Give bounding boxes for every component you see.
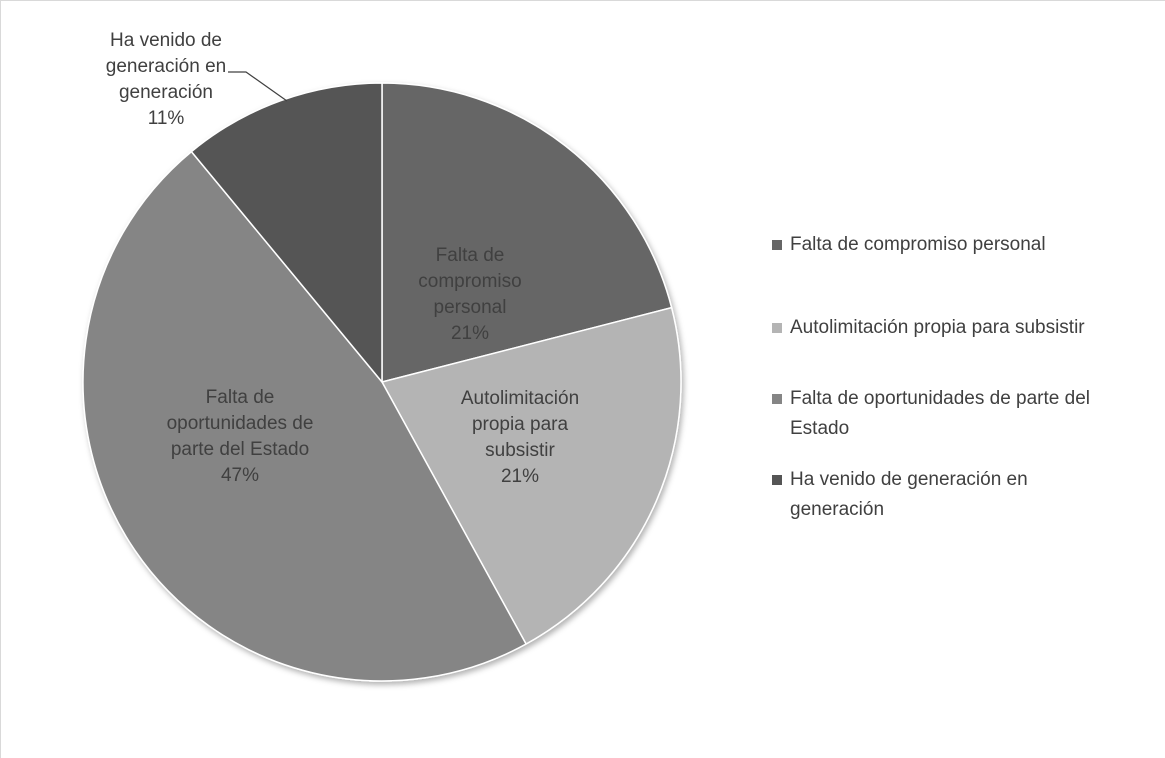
pie bbox=[82, 82, 682, 682]
legend-label: Falta de compromiso personal bbox=[790, 234, 1046, 255]
legend-swatch bbox=[772, 240, 782, 250]
data-label-value: 21% bbox=[500, 466, 540, 487]
legend-label: Falta de oportunidades de parte del Esta… bbox=[790, 388, 1090, 439]
data-label: Autolimitación propia para subsistir 21% bbox=[443, 386, 598, 490]
legend-swatch bbox=[772, 394, 782, 404]
pie-slice bbox=[82, 150, 528, 682]
data-label: Ha venido de generación en generación 11% bbox=[94, 28, 239, 132]
pie-slice bbox=[380, 306, 682, 646]
legend-label: Ha venido de generación en generación bbox=[790, 469, 1028, 520]
data-label: Falta de compromiso personal 21% bbox=[408, 243, 533, 347]
legend-item: Falta de compromiso personal bbox=[772, 230, 1112, 260]
data-label-value: 11% bbox=[147, 108, 185, 129]
data-label-value: 47% bbox=[220, 465, 260, 486]
legend-item: Autolimitación propia para subsistir bbox=[772, 313, 1112, 343]
data-label-category: Ha venido de generación en generación bbox=[105, 30, 227, 103]
pie-slice bbox=[381, 82, 673, 383]
data-label-category: Falta de oportunidades de parte del Esta… bbox=[166, 387, 314, 460]
legend-item: Ha venido de generación en generación bbox=[772, 465, 1112, 525]
data-label-category: Falta de compromiso personal bbox=[418, 245, 522, 318]
legend-label: Autolimitación propia para subsistir bbox=[790, 317, 1085, 338]
leader-line bbox=[228, 71, 288, 102]
legend-swatch bbox=[772, 475, 782, 485]
data-label-value: 21% bbox=[450, 323, 490, 344]
legend-item: Falta de oportunidades de parte del Esta… bbox=[772, 384, 1112, 444]
legend-swatch bbox=[772, 323, 782, 333]
data-label-category: Autolimitación propia para subsistir bbox=[460, 388, 580, 461]
data-label: Falta de oportunidades de parte del Esta… bbox=[148, 385, 333, 489]
pie-slice bbox=[190, 82, 383, 385]
